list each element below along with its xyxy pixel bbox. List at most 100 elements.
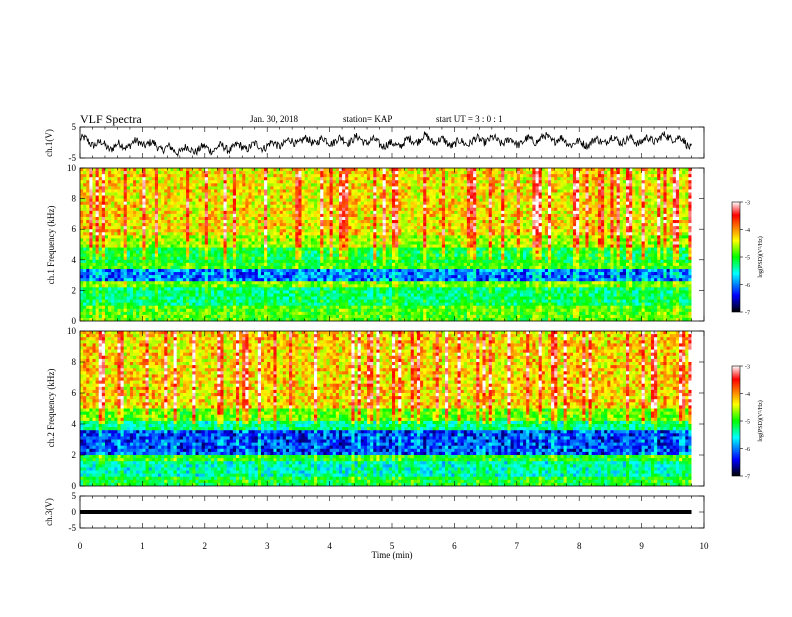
spectrogram-cell (145, 229, 150, 233)
spectrogram-cell (354, 171, 359, 175)
spectrogram-cell (360, 238, 365, 242)
spectrogram-cell (204, 250, 209, 255)
spectrogram-cell (317, 247, 321, 252)
spectrogram-cell (320, 250, 324, 255)
spectrogram-cell (95, 296, 100, 300)
spectrogram-cell (317, 192, 321, 196)
spectrogram-cell (173, 201, 178, 206)
spectrogram-cell (298, 302, 302, 307)
spectrogram-cell (158, 177, 162, 181)
spectrogram-cell (186, 183, 190, 187)
spectrogram-cell (382, 207, 387, 212)
spectrogram-cell (226, 238, 231, 242)
spectrogram-cell (95, 305, 100, 310)
spectrogram-cell (379, 180, 384, 184)
spectrogram-cell (251, 290, 256, 294)
spectrogram-cell (348, 247, 352, 252)
spectrogram-cell (214, 265, 218, 270)
spectrogram-cell (270, 256, 274, 261)
spectrogram-cell (273, 195, 277, 199)
spectrogram-cell (232, 195, 237, 199)
spectrogram-cell (226, 235, 231, 239)
spectrogram-cell (276, 171, 281, 175)
spectrogram-cell (207, 247, 212, 252)
spectrogram-cell (270, 216, 274, 221)
spectrogram-cell (204, 296, 209, 300)
spectrogram-cell (136, 284, 140, 288)
spectrogram-cell (326, 171, 330, 175)
spectrogram-cell (164, 299, 168, 304)
spectrogram-cell (326, 216, 330, 221)
spectrogram-cell (201, 204, 206, 209)
spectrogram-cell (148, 223, 153, 227)
spectrogram-cell (357, 177, 362, 181)
spectrogram-cell (295, 232, 299, 236)
spectrogram-cell (273, 226, 277, 230)
spectrogram-cell (320, 232, 324, 236)
spectrogram-cell (98, 232, 103, 236)
spectrogram-cell (245, 265, 249, 270)
spectrogram-cell (370, 293, 374, 297)
spectrogram-cell (279, 247, 284, 252)
spectrogram-cell (242, 195, 246, 199)
spectrogram-cell (142, 241, 146, 245)
spectrogram-cell (304, 204, 309, 209)
spectrogram-cell (214, 293, 218, 297)
spectrogram-cell (382, 186, 387, 190)
spectrogram-cell (338, 290, 343, 294)
spectrogram-cell (117, 290, 121, 294)
spectrogram-cell (329, 262, 334, 267)
spectrogram-cell (154, 210, 159, 215)
spectrogram-cell (363, 168, 368, 172)
spectrogram-cell (382, 174, 387, 178)
spectrogram-cell (307, 210, 312, 215)
spectrogram-cell (142, 213, 146, 218)
spectrogram-cell (201, 259, 206, 264)
spectrogram-cell (236, 287, 240, 291)
spectrogram-cell (217, 281, 221, 285)
spectrogram-cell (220, 183, 224, 187)
spectrogram-cell (335, 180, 340, 184)
spectrogram-cell (133, 174, 137, 178)
spectrogram-cell (285, 226, 290, 230)
spectrogram-cell (129, 201, 134, 206)
spectrogram-cell (161, 259, 165, 264)
spectrogram-cell (245, 290, 249, 294)
spectrogram-cell (279, 244, 284, 248)
spectrogram-cell (151, 207, 156, 212)
spectrogram-cell (154, 296, 159, 300)
spectrogram-cell (251, 216, 256, 221)
spectrogram-cell (92, 171, 96, 175)
spectrogram-cell (186, 256, 190, 261)
spectrogram-cell (179, 241, 184, 245)
spectrogram-cell (273, 250, 277, 255)
spectrogram-cell (167, 299, 171, 304)
spectrogram-cell (285, 281, 290, 285)
spectrogram-cell (161, 168, 165, 172)
spectrogram-cell (80, 174, 84, 178)
spectrogram-cell (370, 213, 374, 218)
spectrogram-cell (232, 213, 237, 218)
spectrogram-cell (117, 235, 121, 239)
spectrogram-cell (214, 223, 218, 227)
spectrogram-cell (282, 314, 287, 319)
spectrogram-cell (164, 204, 168, 209)
spectrogram-cell (285, 299, 290, 304)
spectrogram-cell (129, 259, 134, 264)
spectrogram-cell (186, 287, 190, 291)
spectrogram-cell (351, 290, 355, 294)
spectrogram-cell (367, 229, 371, 233)
spectrogram-cell (323, 177, 327, 181)
spectrogram-cell (95, 256, 100, 261)
spectrogram-cell (204, 262, 209, 267)
spectrogram-cell (189, 174, 193, 178)
spectrogram-cell (301, 302, 306, 307)
spectrogram-cell (332, 293, 337, 297)
spectrogram-cell (92, 174, 96, 178)
spectrogram-cell (195, 262, 199, 267)
spectrogram-cell (292, 168, 296, 172)
spectrogram-cell (154, 189, 159, 193)
spectrogram-cell (192, 168, 196, 172)
spectrogram-cell (310, 232, 315, 236)
spectrogram-cell (323, 171, 327, 175)
